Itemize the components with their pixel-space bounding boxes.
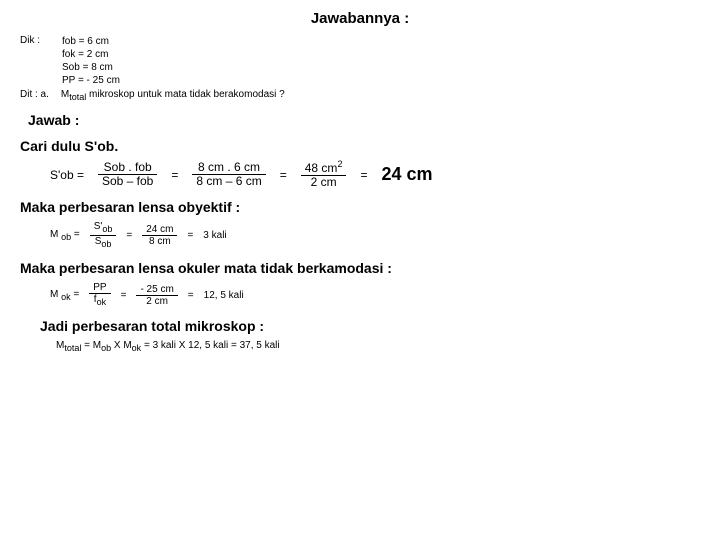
- frac-bot: 8 cm – 6 cm: [192, 175, 265, 188]
- dik-label: Dik :: [20, 35, 48, 87]
- frac-3: 48 cm2 2 cm: [301, 160, 347, 189]
- frac-bot: fok: [89, 294, 110, 308]
- given-item: Sob = 8 cm: [62, 61, 120, 74]
- mob-result: 3 kali: [203, 230, 226, 241]
- frac-2: 8 cm . 6 cm 8 cm – 6 cm: [192, 161, 265, 188]
- frac-mob-2: 24 cm 8 cm: [142, 224, 177, 247]
- frac-bot: Sob – fob: [98, 175, 157, 188]
- equals: =: [360, 168, 367, 182]
- cari-heading: Cari dulu S'ob.: [20, 138, 700, 154]
- question-line: Dit : a. Mtotal mikroskop untuk mata tid…: [20, 89, 700, 102]
- sob-lhs: S'ob =: [50, 168, 84, 182]
- frac-top: Sob . fob: [98, 161, 157, 175]
- frac-top: S'ob: [90, 221, 117, 236]
- frac-mok-2: - 25 cm 2 cm: [136, 284, 177, 307]
- dit-label: Dit : a.: [20, 89, 49, 102]
- given-block: Dik : fob = 6 cm fok = 2 cm Sob = 8 cm P…: [20, 35, 700, 87]
- mob-lhs: M ob =: [50, 229, 80, 242]
- frac-top: 8 cm . 6 cm: [192, 161, 265, 175]
- q-text: mikroskop untuk mata tidak berakomodasi …: [86, 89, 284, 100]
- equals: =: [280, 168, 287, 182]
- equals: =: [126, 230, 132, 241]
- equals: =: [121, 290, 127, 301]
- m-prefix: M: [61, 89, 69, 100]
- frac-top: PP: [89, 282, 110, 294]
- jawab-heading: Jawab :: [28, 112, 700, 128]
- question-text: Mtotal mikroskop untuk mata tidak berako…: [61, 89, 285, 102]
- frac-1: Sob . fob Sob – fob: [98, 161, 157, 188]
- frac-bot: Sob: [90, 236, 117, 250]
- total-equation: Mtotal = Mob X Mok = 3 kali X 12, 5 kali…: [56, 340, 700, 353]
- equals: =: [171, 168, 178, 182]
- equals: =: [187, 230, 193, 241]
- maka-ok-heading: Maka perbesaran lensa okuler mata tidak …: [20, 260, 700, 276]
- frac-pp: PP fok: [89, 282, 110, 308]
- mob-equation: M ob = S'ob Sob = 24 cm 8 cm = 3 kali: [50, 221, 700, 250]
- mok-result: 12, 5 kali: [204, 290, 244, 301]
- maka-ob-heading: Maka perbesaran lensa obyektif :: [20, 199, 700, 215]
- mok-equation: M ok = PP fok = - 25 cm 2 cm = 12, 5 kal…: [50, 282, 700, 308]
- sob-equation: S'ob = Sob . fob Sob – fob = 8 cm . 6 cm…: [50, 160, 700, 189]
- frac-bot: 2 cm: [136, 296, 177, 307]
- given-items: fob = 6 cm fok = 2 cm Sob = 8 cm PP = - …: [62, 35, 120, 87]
- frac-bot: 8 cm: [142, 236, 177, 247]
- frac-top: 24 cm: [142, 224, 177, 236]
- given-item: PP = - 25 cm: [62, 74, 120, 87]
- frac-bot: 2 cm: [301, 176, 347, 189]
- mok-lhs: M ok =: [50, 289, 79, 302]
- given-item: fob = 6 cm: [62, 35, 120, 48]
- jadi-heading: Jadi perbesaran total mikroskop :: [40, 318, 700, 334]
- frac-sob: S'ob Sob: [90, 221, 117, 250]
- equals: =: [188, 290, 194, 301]
- sob-result: 24 cm: [381, 164, 432, 185]
- given-item: fok = 2 cm: [62, 48, 120, 61]
- frac-top: - 25 cm: [136, 284, 177, 296]
- page-title: Jawabannya :: [20, 10, 700, 27]
- frac-top: 48 cm2: [301, 160, 347, 176]
- m-sub: total: [69, 92, 86, 102]
